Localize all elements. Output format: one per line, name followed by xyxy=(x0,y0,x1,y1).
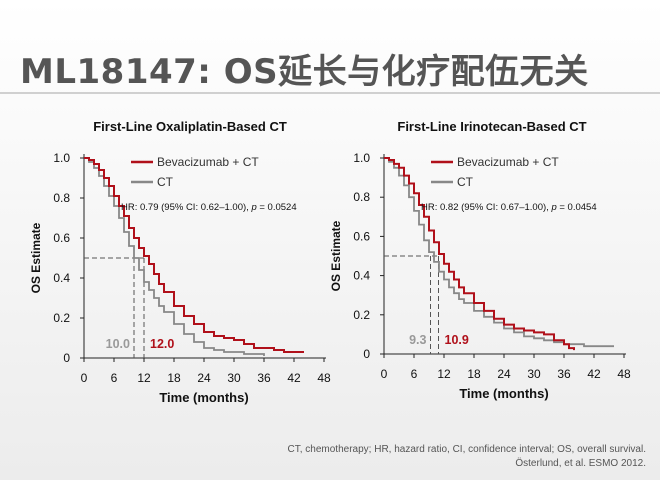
hr-annotation: HR: 0.82 (95% CI: 0.67–1.00), p = 0.0454 xyxy=(421,202,597,213)
chart-title: First-Line Oxaliplatin-Based CT xyxy=(93,119,287,134)
legend-label-bev: Bevacizumab + CT xyxy=(157,155,259,169)
y-tick-label: 0.4 xyxy=(353,269,370,283)
x-tick-label: 36 xyxy=(257,371,271,385)
km-chart-2: First-Line Irinotecan-Based CT 0 0.2 0.4 0.6… xyxy=(329,119,631,401)
x-axis-label: Time (months) xyxy=(159,390,248,405)
legend-label-ct: CT xyxy=(457,175,474,189)
x-tick-label: 18 xyxy=(167,371,181,385)
x-tick-label: 6 xyxy=(411,367,418,381)
y-tick-label: 0.2 xyxy=(53,311,70,325)
chart-title: First-Line Irinotecan-Based CT xyxy=(397,119,586,134)
x-tick-label: 30 xyxy=(227,371,241,385)
x-tick-label: 0 xyxy=(81,371,88,385)
y-tick-label: 0.8 xyxy=(353,190,370,204)
x-tick-label: 30 xyxy=(527,367,541,381)
series-line-bevacizumab-ct xyxy=(384,157,575,351)
footnote: CT, chemotherapy; HR, hazard ratio, CI, … xyxy=(287,444,646,455)
series-line-ct xyxy=(84,157,265,356)
y-tick-label: 0 xyxy=(363,347,370,361)
slide-title: ML18147: OS延长与化疗配伍无关 xyxy=(20,52,589,92)
y-tick-label: 1.0 xyxy=(53,151,70,165)
y-tick-label: 0 xyxy=(63,351,70,365)
y-tick-label: 0.4 xyxy=(53,271,70,285)
y-axis-label: OS Estimate xyxy=(329,220,343,291)
x-tick-label: 0 xyxy=(381,367,388,381)
median-ct-label: 9.3 xyxy=(409,333,426,347)
x-tick-label: 12 xyxy=(437,367,451,381)
citation: Österlund, et al. ESMO 2012. xyxy=(515,458,646,469)
x-tick-label: 18 xyxy=(467,367,481,381)
y-axis-label: OS Estimate xyxy=(29,222,43,293)
x-tick-label: 24 xyxy=(197,371,211,385)
median-bev-label: 12.0 xyxy=(150,337,174,351)
y-tick-label: 0.8 xyxy=(53,191,70,205)
x-tick-label: 42 xyxy=(287,371,301,385)
x-tick-label: 48 xyxy=(617,367,631,381)
x-tick-label: 24 xyxy=(497,367,511,381)
x-tick-label: 42 xyxy=(587,367,601,381)
series-line-ct xyxy=(384,157,614,348)
x-tick-label: 48 xyxy=(317,371,331,385)
x-tick-label: 12 xyxy=(137,371,151,385)
median-bev-label: 10.9 xyxy=(445,333,469,347)
median-ct-label: 10.0 xyxy=(106,337,130,351)
title-divider xyxy=(0,92,660,94)
x-tick-label: 6 xyxy=(111,371,118,385)
km-chart-1: First-Line Oxaliplatin-Based CT 0 0.2 0.4 0.… xyxy=(29,119,331,405)
legend-label-ct: CT xyxy=(157,175,174,189)
y-tick-label: 0.2 xyxy=(353,308,370,322)
x-tick-label: 36 xyxy=(557,367,571,381)
y-tick-label: 1.0 xyxy=(353,151,370,165)
y-tick-label: 0.6 xyxy=(353,229,370,243)
series-line-bevacizumab-ct xyxy=(84,157,304,353)
legend-label-bev: Bevacizumab + CT xyxy=(457,155,559,169)
x-axis-label: Time (months) xyxy=(459,386,548,401)
hr-annotation: HR: 0.79 (95% CI: 0.62–1.00), p = 0.0524 xyxy=(121,202,297,213)
y-tick-label: 0.6 xyxy=(53,231,70,245)
